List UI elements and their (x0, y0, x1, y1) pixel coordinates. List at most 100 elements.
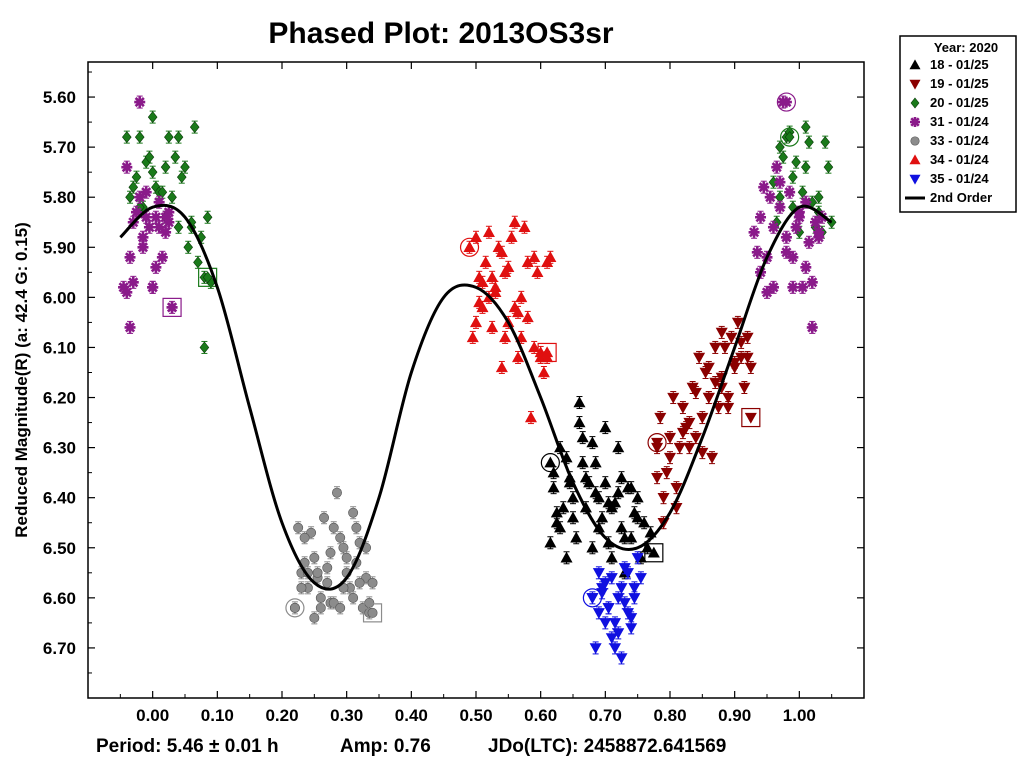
legend-marker (909, 174, 921, 185)
legend-box (899, 35, 1017, 213)
x-tick-label: 0.90 (718, 706, 751, 725)
data-point (131, 171, 142, 184)
data-point (706, 452, 719, 464)
data-point (823, 161, 834, 174)
data-point (160, 226, 172, 238)
data-point (599, 421, 612, 433)
data-point (512, 351, 525, 363)
data-point (628, 593, 641, 604)
data-point (293, 522, 304, 533)
legend-marker (909, 154, 921, 165)
data-point (128, 181, 139, 194)
highlight-circle (285, 598, 305, 618)
data-point (801, 161, 811, 174)
data-point (341, 552, 352, 563)
legend-marker (909, 59, 921, 70)
data-point (144, 151, 155, 164)
legend-label: 34 - 01/24 (930, 152, 989, 167)
data-point (618, 531, 631, 543)
highlight-square (741, 407, 761, 428)
data-point (696, 447, 709, 459)
data-point (741, 352, 754, 364)
data-point (676, 427, 689, 439)
data-point (137, 231, 149, 243)
data-point (764, 191, 776, 203)
data-point (702, 362, 715, 374)
data-point (813, 191, 824, 204)
data-point (156, 251, 168, 263)
y-tick-label: 6.40 (43, 489, 76, 508)
data-point (364, 597, 375, 608)
data-point (612, 486, 625, 498)
data-point (771, 161, 783, 173)
data-point (758, 181, 770, 193)
data-point (544, 251, 557, 263)
data-point (202, 211, 213, 224)
data-point (124, 321, 136, 333)
highlight-circle (780, 127, 800, 147)
y-tick-label: 6.30 (43, 439, 76, 458)
data-point (673, 442, 686, 454)
data-point (683, 417, 696, 429)
data-point (528, 251, 541, 263)
y-tick-label: 5.90 (43, 238, 76, 257)
legend-marker (910, 97, 920, 109)
data-point (767, 221, 779, 233)
data-point (592, 608, 605, 619)
data-point (518, 221, 531, 232)
data-point (660, 467, 673, 479)
highlighted-point (651, 437, 664, 449)
data-point (309, 552, 320, 563)
data-point (473, 296, 486, 308)
y-tick-label: 6.60 (43, 589, 76, 608)
y-tick-label: 5.70 (43, 138, 76, 157)
highlighted-point (166, 301, 178, 313)
data-point (489, 286, 502, 298)
data-point (348, 592, 359, 603)
data-point (124, 251, 136, 263)
data-point (667, 392, 680, 404)
y-tick-label: 6.00 (43, 288, 76, 307)
data-point (803, 236, 815, 248)
data-point (738, 382, 751, 394)
data-point (521, 256, 534, 268)
data-point (589, 456, 602, 468)
data-point (631, 511, 644, 523)
legend-label: 20 - 01/25 (930, 95, 989, 110)
data-point (780, 231, 792, 243)
data-point (670, 482, 683, 494)
x-tick-label: 0.60 (524, 706, 557, 725)
data-point (618, 598, 631, 609)
data-point (495, 246, 508, 257)
data-point (512, 306, 525, 318)
data-point (486, 271, 499, 283)
data-point (800, 196, 812, 208)
data-point (367, 577, 378, 588)
data-point (689, 432, 702, 444)
highlight-circle (647, 432, 667, 453)
data-point (576, 456, 589, 468)
data-point (296, 582, 307, 593)
highlighted-points (162, 92, 800, 623)
data-point (150, 211, 162, 223)
data-point (715, 327, 728, 339)
data-point (634, 573, 647, 584)
data-point (160, 161, 171, 174)
chart-title: Phased Plot: 2013OS3sr (268, 17, 613, 50)
data-point (134, 191, 146, 203)
data-point (683, 442, 696, 454)
data-point (609, 643, 622, 655)
data-point (722, 392, 735, 404)
data-point (505, 231, 518, 242)
data-point (531, 266, 544, 278)
data-point (612, 593, 625, 604)
data-point (810, 216, 821, 228)
data-point (557, 501, 570, 513)
data-point (774, 201, 786, 213)
data-point (790, 221, 802, 233)
data-point (131, 206, 142, 218)
legend-label: 31 - 01/24 (930, 114, 989, 129)
plot-area (87, 61, 865, 699)
data-point (121, 286, 133, 298)
data-point (615, 471, 628, 483)
